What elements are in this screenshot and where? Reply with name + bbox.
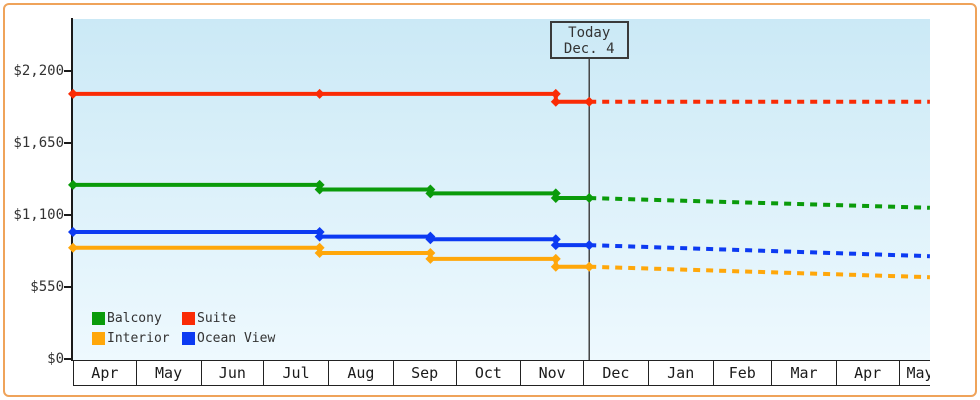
month-label: Sep [411, 364, 439, 382]
legend-label: Suite [197, 311, 237, 326]
today-box-title: Today [568, 25, 611, 41]
legend-label: Interior [107, 331, 170, 346]
month-label: Apr [854, 364, 882, 382]
plot-background [73, 19, 930, 360]
series-marker-interior [314, 247, 325, 258]
month-cell: Sep [392, 361, 456, 385]
series-forecast-interior [589, 264, 930, 280]
series-marker-suite [584, 96, 595, 107]
month-label: Mar [790, 364, 818, 382]
series-marker-interior [550, 253, 561, 264]
legend-item-interior: Interior [92, 331, 182, 346]
month-cell: Apr [73, 361, 136, 385]
series-marker-ocean-view [550, 240, 561, 251]
legend: Balcony Suite Interior Ocean View [92, 311, 275, 346]
series-marker-interior [550, 261, 561, 272]
legend-swatch-suite [182, 312, 195, 325]
legend-item-suite: Suite [182, 311, 275, 326]
month-label: May [906, 364, 931, 382]
month-cell: Nov [520, 361, 583, 385]
y-tick-label: $1,650 [13, 135, 64, 151]
series-marker-interior [68, 242, 78, 253]
series-marker-ocean-view [68, 227, 78, 238]
month-label: Aug [347, 364, 375, 382]
series-marker-suite [314, 88, 325, 99]
month-label: Jun [218, 364, 246, 382]
series-marker-ocean-view [584, 240, 595, 251]
month-cell: Jan [647, 361, 713, 385]
month-label: Nov [538, 364, 566, 382]
month-cell: Mar [771, 361, 836, 385]
y-axis-labels: $2,200 $1,650 $1,100 $550 $0 [0, 0, 64, 400]
series-marker-suite [68, 88, 78, 99]
y-tick-label: $550 [30, 279, 64, 295]
series-forecast-balcony [589, 196, 930, 210]
legend-swatch-ocean-view [182, 332, 195, 345]
series-marker-balcony [584, 192, 595, 203]
month-label: May [155, 364, 183, 382]
y-tick-label: $2,200 [13, 63, 64, 79]
series-marker-ocean-view [314, 231, 325, 242]
month-label: Jul [282, 364, 310, 382]
month-label: Dec [602, 364, 630, 382]
legend-swatch-balcony [92, 312, 105, 325]
series-marker-balcony [425, 188, 436, 199]
series-marker-interior [584, 261, 595, 272]
series-marker-balcony [314, 184, 325, 195]
series-forecast-ocean-view [589, 243, 930, 259]
today-box-date: Dec. 4 [563, 41, 615, 57]
series-marker-ocean-view [550, 234, 561, 245]
series-marker-balcony [550, 192, 561, 203]
month-label: Apr [91, 364, 119, 382]
legend-label: Balcony [107, 311, 162, 326]
legend-swatch-interior [92, 332, 105, 345]
month-cell: Dec [583, 361, 648, 385]
series-marker-interior [425, 253, 436, 264]
month-cell: Aug [328, 361, 393, 385]
series-marker-ocean-view [425, 234, 436, 245]
month-axis-strip: Apr May Jun Jul Aug Sep Oct Nov Dec Jan Feb Mar Apr M… [73, 360, 930, 386]
series-marker-interior [314, 242, 325, 253]
series-marker-suite [550, 88, 561, 99]
y-tick-label: $1,100 [13, 207, 64, 223]
month-cell: Jun [200, 361, 264, 385]
month-cell: May [898, 361, 931, 385]
month-cell: Apr [835, 361, 899, 385]
month-label: Oct [474, 364, 502, 382]
month-cell: May [135, 361, 201, 385]
month-cell: Oct [455, 361, 521, 385]
today-box: Today Dec. 4 [549, 21, 629, 59]
month-label: Jan [667, 364, 695, 382]
series-marker-interior [425, 247, 436, 258]
series-marker-balcony [68, 179, 78, 190]
month-cell: Feb [712, 361, 772, 385]
month-cell: Jul [263, 361, 328, 385]
series-marker-suite [550, 96, 561, 107]
legend-label: Ocean View [197, 331, 276, 346]
month-label: Feb [728, 364, 756, 382]
legend-item-ocean-view: Ocean View [182, 331, 275, 346]
y-tick-label: $0 [47, 351, 64, 367]
legend-item-balcony: Balcony [92, 311, 182, 326]
